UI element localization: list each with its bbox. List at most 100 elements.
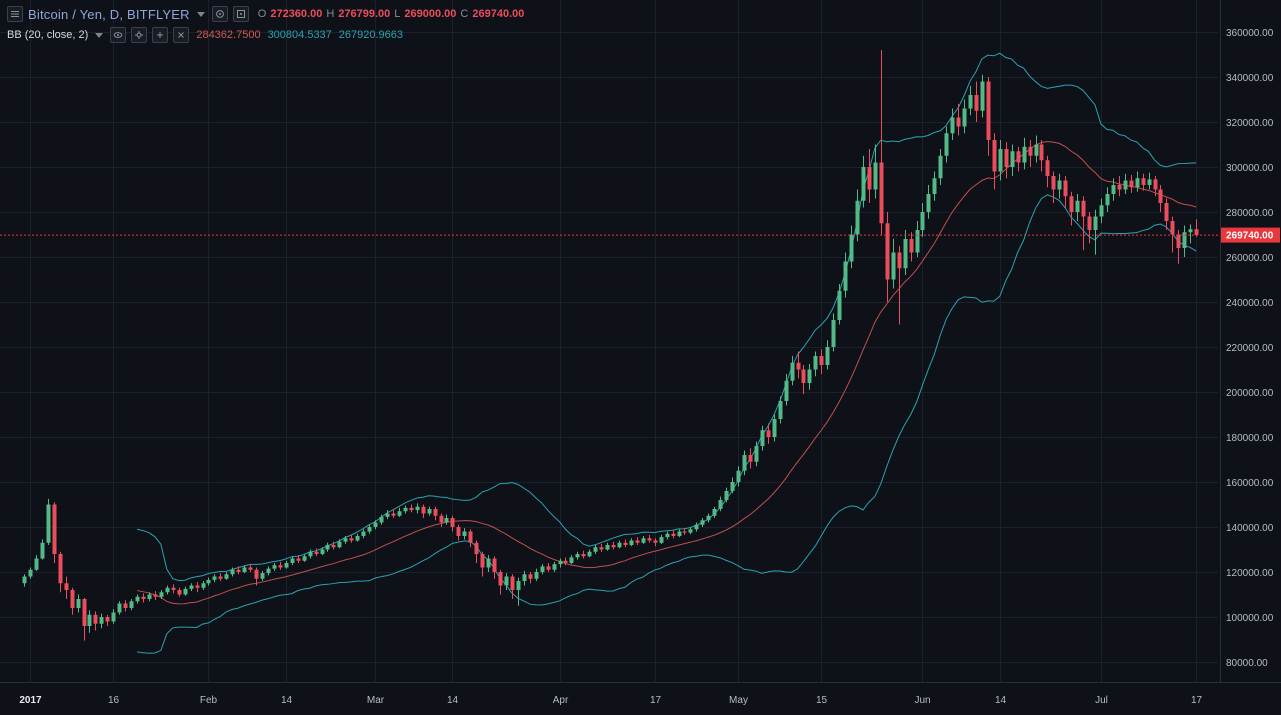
candle-body [468,531,473,543]
candle-body [444,518,449,523]
candle-body [147,594,152,599]
indicator-visibility-icon[interactable] [110,27,127,43]
candle-body [87,614,92,626]
candle-body [28,569,33,577]
candle-body [70,590,75,608]
candle-body [504,576,509,586]
candle-body [653,540,658,543]
candle-body [462,531,467,536]
price-tick-label: 360000.00 [1226,28,1274,39]
candle-body [290,558,295,563]
candle-body [349,538,354,541]
candle-body [730,482,735,491]
candle-body [581,554,586,557]
ohlc-open-label: O [257,8,267,20]
series-settings-icon[interactable] [232,6,249,22]
time-axis[interactable] [0,682,1281,715]
candle-body [706,515,711,521]
candle-body [837,290,842,320]
candle-body [813,356,818,370]
candle-body [920,212,925,230]
candle-body [248,567,253,570]
candle-body [861,167,866,201]
time-tick-label: 15 [816,695,828,706]
indicator-more-icon[interactable] [152,27,169,43]
price-tick-label: 300000.00 [1226,163,1274,174]
candle-body [909,239,914,253]
bb-lower-line [136,194,1197,654]
candle-body [1004,149,1009,167]
candle-body [736,470,741,482]
menu-icon[interactable] [7,6,23,22]
price-axis[interactable] [1220,0,1281,682]
candle-body [528,574,533,579]
candle-body [962,108,967,127]
candle-body [206,579,211,584]
candle-body [40,542,45,559]
candle-body [361,531,366,536]
candle-body [688,529,693,533]
candle-body [611,545,616,548]
candle-body [623,542,628,545]
candle-body [926,194,931,212]
candle-body [165,587,170,593]
candle-body [433,509,438,516]
candle-body [320,549,325,554]
candle-body [891,252,896,280]
candle-body [1153,179,1158,190]
indicator-delete-icon[interactable] [173,27,190,43]
candle-body [177,590,182,595]
candle-body [272,565,277,569]
candle-body [397,511,402,516]
candle-body [296,558,301,561]
candle-body [885,223,890,280]
candle-body [1135,178,1140,188]
candle-body [331,545,336,548]
candle-body [569,557,574,563]
candle-body [1087,216,1092,230]
price-tick-label: 200000.00 [1226,388,1274,399]
price-tick-label: 180000.00 [1226,433,1274,444]
candle-body [314,551,319,554]
candle-body [819,356,824,365]
indicator-title[interactable]: BB (20, close, 2) [7,29,89,41]
symbol-title[interactable]: Bitcoin / Yen, D, BITFLYER [28,6,190,22]
candle-body [587,551,592,557]
candle-body [1028,146,1033,156]
candle-body [968,95,973,109]
candle-body [1010,151,1015,167]
candle-body [855,200,860,235]
candle-body [790,362,795,381]
candle-body [629,540,634,545]
price-tick-label: 280000.00 [1226,208,1274,219]
candle-body [117,603,122,613]
candle-body [1034,144,1039,156]
time-tick-label: May [729,695,748,706]
candle-body [278,565,283,568]
candle-body [260,573,265,579]
symbol-dropdown-caret-icon[interactable] [196,11,205,17]
candle-body [93,614,98,624]
candle-body [754,446,759,462]
candle-body [605,545,610,550]
candle-body [1105,194,1110,206]
candle-body [647,538,652,541]
candle-body [403,507,408,512]
indicator-settings-icon[interactable] [131,27,148,43]
candle-body [242,567,247,572]
candle-body [635,540,640,543]
ohlc-high-value: 276799.00 [338,8,391,20]
candle-body [831,320,836,347]
candle-body [1045,160,1050,176]
candle-body [302,556,307,561]
candle-body [230,569,235,575]
series-visibility-icon[interactable] [211,6,228,22]
bb-upper-line [136,52,1197,582]
candle-body [141,596,146,599]
candle-body [201,583,206,588]
candle-body [34,558,39,570]
indicator-dropdown-caret-icon[interactable] [95,32,104,38]
